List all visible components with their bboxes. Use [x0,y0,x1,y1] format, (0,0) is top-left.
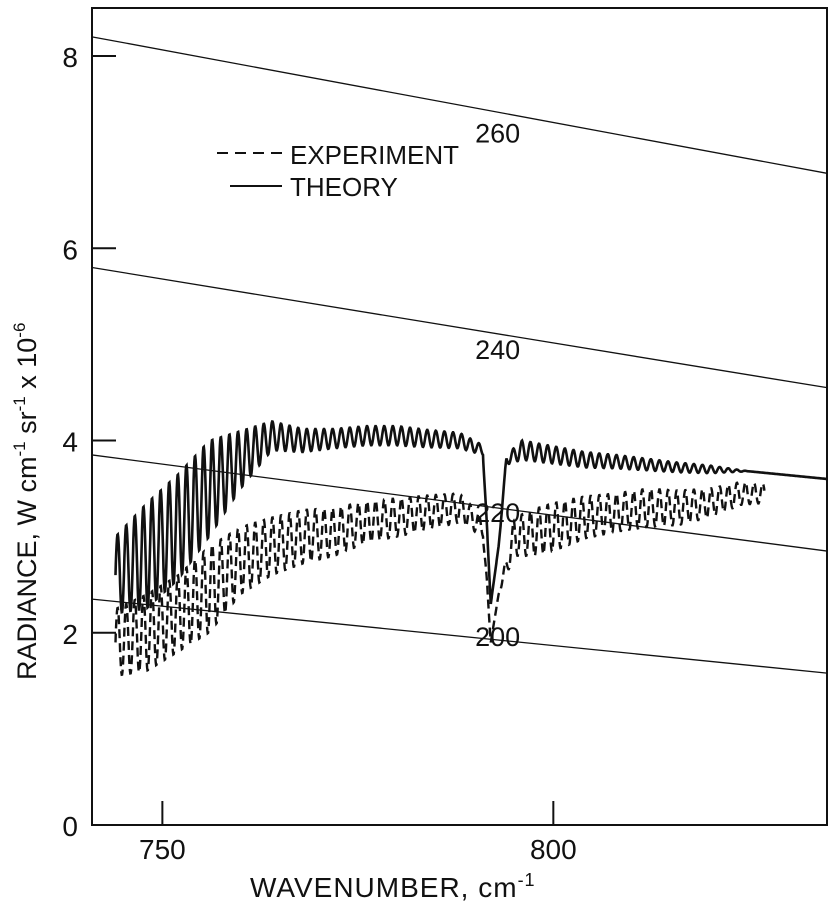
series-line-experiment [114,480,766,677]
axis-ticks: 0 2 4 6 8 750 800 [62,42,576,865]
series-line-theory [114,419,828,614]
y-tick-label: 2 [62,619,78,650]
plot-frame [91,7,828,826]
x-axis-label-text: WAVENUMBER, cm [250,872,518,903]
series-layer [114,419,828,677]
reference-line-label-200: 200 [475,622,520,652]
reference-line-240 [91,266,828,389]
y-tick-label: 8 [62,42,78,73]
reference-line-label-260: 260 [475,119,520,149]
y-axis-label-sup3: -6 [10,323,29,338]
plot-border [91,7,828,826]
x-axis-label: WAVENUMBER, cm-1 [250,870,536,903]
reference-line-label-240: 240 [475,335,520,365]
x-axis-label-superscript: -1 [518,870,536,890]
legend-experiment-label: EXPERIMENT [290,140,459,170]
x-tick-label: 750 [139,834,186,865]
legend: EXPERIMENT THEORY [217,140,459,202]
y-axis-label-tail: x 10 [12,338,42,397]
y-tick-label: 0 [62,811,78,842]
y-tick-label: 6 [62,234,78,265]
y-axis-label-mid: sr [12,411,42,441]
reference-line-260 [91,36,828,174]
y-axis-label-sup1: -1 [10,441,29,456]
reference-line-label-220: 220 [475,498,520,528]
legend-theory-label: THEORY [290,172,398,202]
y-axis-label: RADIANCE, W cm-1 sr-1 x 10-6 [10,323,42,680]
x-tick-label: 800 [530,834,577,865]
y-tick-label: 4 [62,427,78,458]
y-axis-label-sup2: -1 [10,396,29,411]
y-axis-label-text: RADIANCE, W cm [12,456,42,680]
